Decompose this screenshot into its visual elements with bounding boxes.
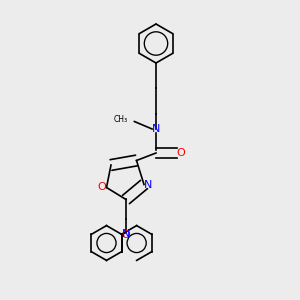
Text: O: O [176,148,185,158]
Text: N: N [144,179,152,190]
Text: O: O [98,182,106,193]
Text: N: N [122,229,130,239]
Text: O: O [121,230,130,240]
Text: CH₃: CH₃ [113,116,128,124]
Text: N: N [152,124,160,134]
